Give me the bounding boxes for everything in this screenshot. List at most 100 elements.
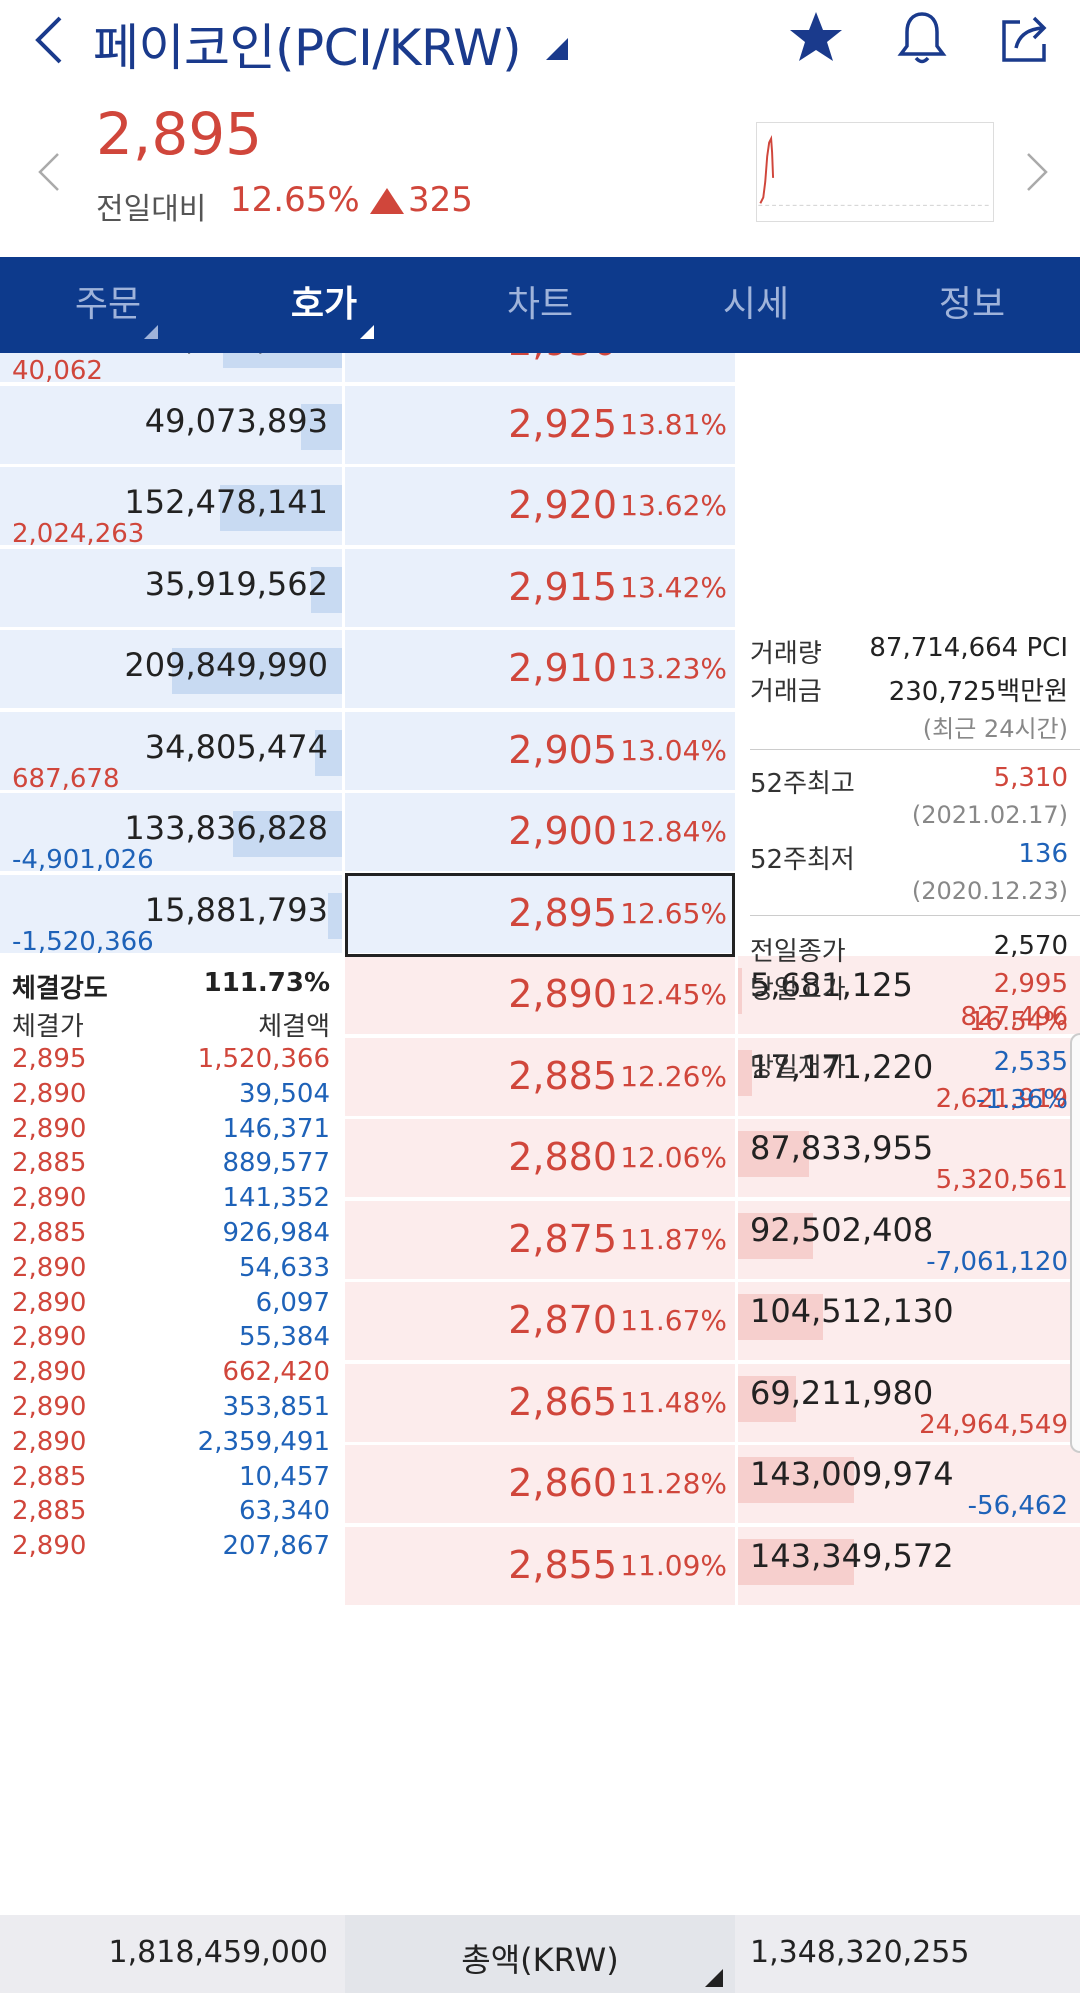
ask-quantity-cell[interactable]: 152,478,141 2,024,263 (0, 467, 342, 549)
bid-quantity-change: 5,320,561 (935, 1165, 1068, 1195)
trade-row: 2,890 39,504 (0, 1079, 342, 1123)
ask-quantity-cell[interactable]: 15,881,793 -1,520,366 (0, 874, 342, 957)
bid-quantity-change: -56,462 (967, 1491, 1068, 1521)
ask-price-cell[interactable]: 2,900 12.84% (345, 793, 735, 871)
bid-quantity-cell[interactable]: 69,211,980 24,964,549 (738, 1363, 1080, 1442)
trade-price: 2,885 (12, 1148, 87, 1179)
change-label: 전일대비 (96, 192, 207, 227)
trade-amount-label: 거래금 (750, 677, 822, 707)
bid-quantity-cell[interactable]: 143,009,974 -56,462 (738, 1445, 1080, 1523)
ask-price: 2,920 (508, 483, 617, 527)
bid-quantity-cell[interactable]: 92,502,408 -7,061,120 (738, 1200, 1080, 1279)
period-note: (최근 24시간) (922, 715, 1068, 743)
bid-volume-bar (738, 1212, 813, 1259)
bid-row[interactable]: 2,885 12.26% 17,171,220 2,621,919 (0, 1037, 1080, 1118)
bid-row[interactable]: 2,870 11.67% 104,512,130 (0, 1282, 1080, 1362)
bid-row[interactable]: 2,880 12.06% 87,833,955 5,320,561 (0, 1119, 1080, 1199)
bid-quantity: 5,681,125 (750, 966, 913, 1004)
trade-amount: 141,352 (222, 1183, 330, 1214)
bid-row[interactable]: 2,855 11.09% 143,349,572 (0, 1526, 1080, 1607)
total-label: 총액(KRW) (461, 1941, 619, 1979)
trade-amount-value: 230,725백만원 (888, 677, 1068, 707)
tab-orderbook[interactable]: 호가 (216, 257, 432, 353)
bid-quantity-cell[interactable]: 87,833,955 5,320,561 (738, 1119, 1080, 1197)
ask-price-percent: 13.81% (620, 407, 727, 441)
bid-quantity-change: 827,496 (960, 1002, 1068, 1032)
scroll-handle[interactable] (1070, 1033, 1080, 1453)
bid-row[interactable]: 2,890 12.45% 5,681,125 827,496 (0, 956, 1080, 1036)
ask-row[interactable]: 15,881,793 -1,520,366 2,895 12.65% (0, 874, 1080, 957)
mini-price-chart[interactable] (756, 122, 994, 222)
ask-row[interactable]: 209,849,990 2,910 13.23% (0, 630, 1080, 710)
bid-total-cell: 1,348,320,255 (738, 1915, 1080, 1993)
tab-info[interactable]: 정보 (938, 284, 1006, 325)
back-icon[interactable] (28, 14, 72, 66)
bid-price-cell[interactable]: 2,855 11.09% (345, 1526, 735, 1605)
bid-price-cell[interactable]: 2,860 11.28% (345, 1445, 735, 1523)
ask-price-cell[interactable]: 2,905 13.04% (345, 711, 735, 790)
order-book[interactable]: 147,732,944 40,062 2,93014.01% 49,073,893 2,… (0, 353, 1080, 1915)
ask-price-cell[interactable]: 2,925 13.81% (345, 385, 735, 464)
ask-row[interactable]: 49,073,893 2,925 13.81% (0, 385, 1080, 466)
trade-price: 2,885 (12, 1496, 87, 1527)
tab-chart[interactable]: 차트 (506, 284, 574, 325)
ask-quantity-cell[interactable]: 209,849,990 (0, 630, 342, 708)
bid-quantity-cell[interactable]: 17,171,220 2,621,919 (738, 1037, 1080, 1116)
bid-row[interactable]: 2,875 11.87% 92,502,408 -7,061,120 (0, 1200, 1080, 1281)
strength-value: 111.73% (203, 968, 330, 998)
bid-quantity-cell[interactable]: 143,349,572 (738, 1526, 1080, 1605)
trade-row: 2,895 1,520,366 (0, 1044, 342, 1088)
bid-quantity-change: 2,621,919 (935, 1083, 1068, 1114)
trade-amount: 1,520,366 (197, 1044, 330, 1074)
change-percent: 12.65% (230, 180, 360, 220)
star-icon[interactable] (786, 8, 846, 68)
bid-row[interactable]: 2,865 11.48% 69,211,980 24,964,549 (0, 1363, 1080, 1444)
ask-quantity-cell[interactable]: 133,836,828 -4,901,026 (0, 793, 342, 875)
bid-quantity: 87,833,955 (750, 1129, 934, 1167)
bid-quantity-cell[interactable]: 104,512,130 (738, 1282, 1080, 1360)
tab-order[interactable]: 주문 (0, 257, 216, 353)
ask-quantity-cell[interactable]: 49,073,893 (0, 385, 342, 464)
trade-price: 2,895 (12, 1044, 87, 1074)
ask-price-cell[interactable]: 2,920 13.62% (345, 467, 735, 545)
dropdown-caret-icon[interactable] (546, 38, 568, 60)
ask-row[interactable]: 152,478,141 2,024,263 2,920 13.62% (0, 467, 1080, 549)
bid-price-percent: 12.06% (620, 1141, 727, 1174)
next-coin-arrow-icon[interactable] (1022, 150, 1052, 194)
bid-price-cell[interactable]: 2,865 11.48% (345, 1363, 735, 1442)
bid-price-cell[interactable]: 2,870 11.67% (345, 1282, 735, 1360)
ask-price-cell[interactable]: 2,910 13.23% (345, 630, 735, 708)
total-currency-toggle[interactable]: 총액(KRW) (345, 1915, 735, 1993)
ask-row[interactable]: 133,836,828 -4,901,026 2,900 12.84% (0, 793, 1080, 875)
ask-row[interactable]: 147,732,944 40,062 2,93014.01% (0, 353, 1080, 386)
coin-title[interactable]: 페이코인(PCI/KRW) (93, 19, 522, 77)
tab-market[interactable]: 시세 (722, 284, 790, 325)
volume-label: 거래량 (750, 639, 822, 669)
trade-price: 2,890 (12, 1078, 87, 1109)
ask-price: 2,910 (508, 646, 617, 690)
ask-price-cell[interactable]: 2,895 12.65% (345, 874, 735, 953)
bid-price-cell[interactable]: 2,885 12.26% (345, 1037, 735, 1116)
ask-quantity-cell[interactable]: 35,919,562 (0, 548, 342, 627)
trade-price: 2,885 (12, 1218, 87, 1248)
trade-price: 2,890 (12, 1183, 87, 1214)
bell-icon[interactable] (892, 8, 952, 68)
bid-row[interactable]: 2,860 11.28% 143,009,974 -56,462 (0, 1445, 1080, 1525)
corner-triangle-icon (705, 1969, 723, 1987)
ask-quantity-cell[interactable]: 147,732,944 40,062 (0, 353, 342, 386)
ask-price-cell[interactable]: 2,915 13.42% (345, 548, 735, 627)
share-icon[interactable] (996, 8, 1056, 68)
bid-price-cell[interactable]: 2,890 12.45% (345, 956, 735, 1034)
ask-row[interactable]: 34,805,474 687,678 2,905 13.04% (0, 711, 1080, 794)
bid-volume-bar (738, 1457, 854, 1503)
ask-price-cell[interactable]: 2,93014.01% (345, 353, 735, 382)
ask-quantity: 49,073,893 (144, 401, 328, 440)
trade-row: 2,890 146,371 (0, 1114, 342, 1158)
bid-price-cell[interactable]: 2,875 11.87% (345, 1200, 735, 1279)
bid-quantity-cell[interactable]: 5,681,125 827,496 (738, 956, 1080, 1034)
bid-price-cell[interactable]: 2,880 12.06% (345, 1119, 735, 1197)
prev-coin-arrow-icon[interactable] (34, 150, 64, 194)
trade-price: 2,890 (12, 1531, 87, 1562)
ask-quantity-cell[interactable]: 34,805,474 687,678 (0, 711, 342, 794)
ask-row[interactable]: 35,919,562 2,915 13.42% (0, 548, 1080, 629)
